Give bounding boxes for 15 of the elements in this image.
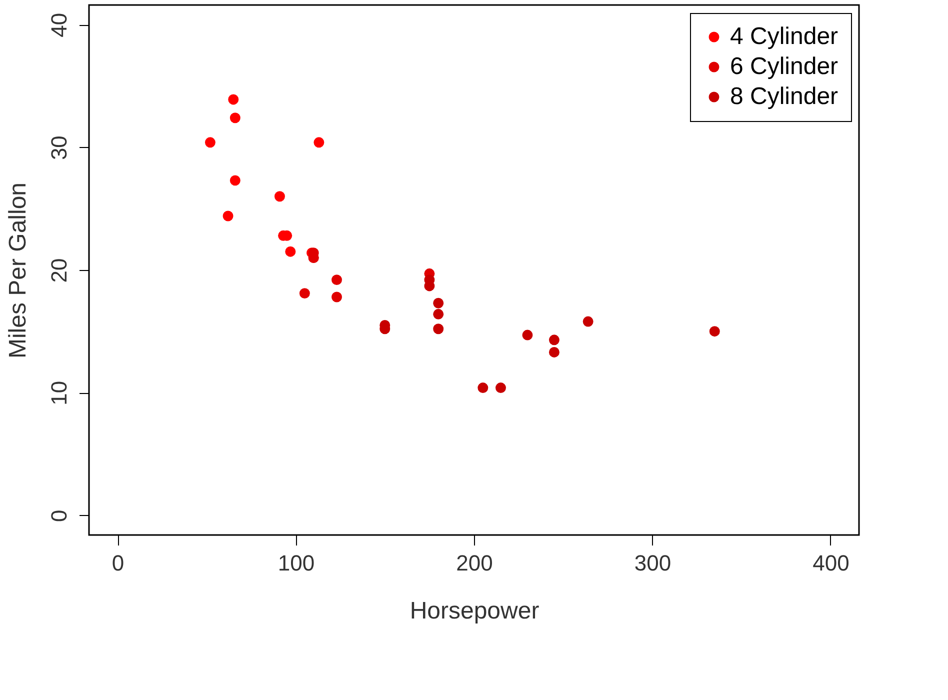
legend-label: 8 Cylinder xyxy=(730,83,838,110)
y-tick-label: 0 xyxy=(46,510,72,522)
x-tick-label: 0 xyxy=(112,550,124,576)
y-tick-label: 30 xyxy=(46,136,72,160)
legend-label: 4 Cylinder xyxy=(730,23,838,50)
legend-label: 6 Cylinder xyxy=(730,53,838,80)
y-tick-label: 10 xyxy=(46,380,72,406)
x-tick-label: 400 xyxy=(812,550,850,576)
x-axis-title: Horsepower xyxy=(410,598,540,624)
y-tick-label: 40 xyxy=(46,12,72,38)
x-tick-label: 300 xyxy=(634,550,672,576)
x-tick-label: 100 xyxy=(278,550,315,576)
y-tick-label: 20 xyxy=(46,258,72,283)
y-axis-title: Miles Per Gallon xyxy=(4,182,32,359)
x-tick-label: 200 xyxy=(456,550,493,576)
